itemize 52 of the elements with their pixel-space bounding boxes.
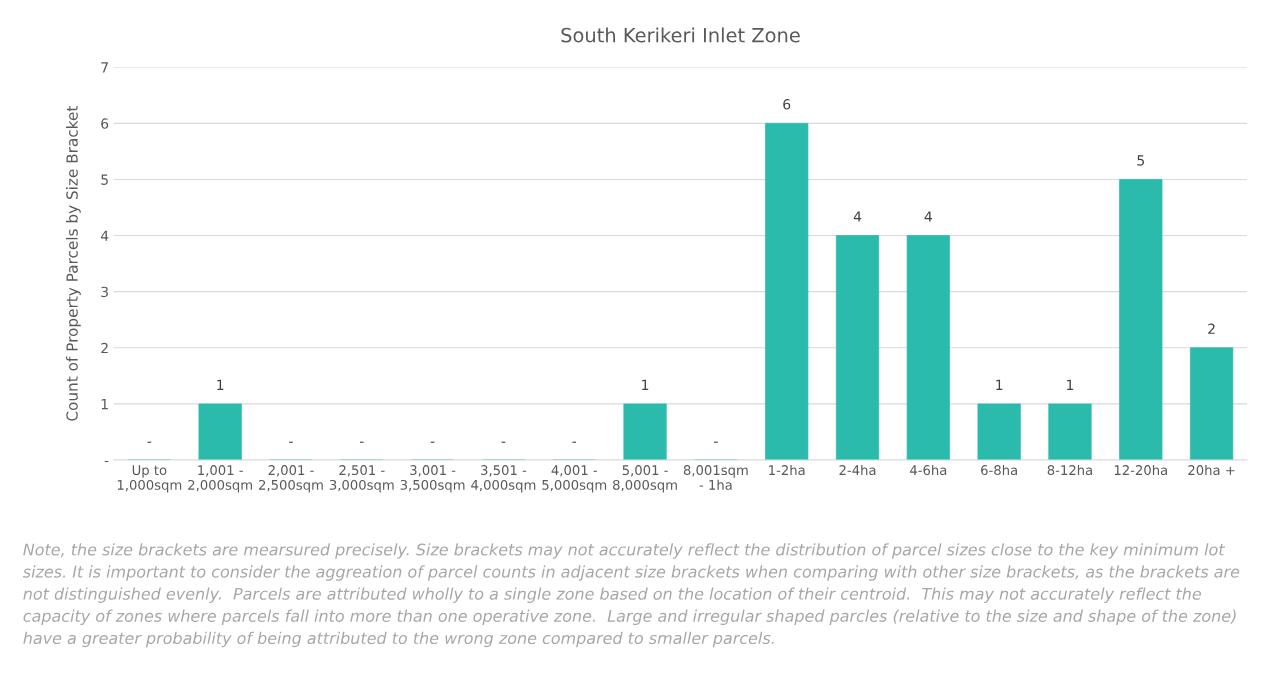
x-tick-label: 1,001 - 2,000sqm bbox=[188, 465, 252, 493]
y-tick-label: 1 bbox=[101, 399, 108, 410]
x-tick-label: 6-8ha bbox=[981, 464, 1017, 476]
data-label: 2 bbox=[1208, 323, 1215, 334]
x-tick-label: 1-2ha bbox=[769, 464, 805, 476]
data-label: 1 bbox=[996, 379, 1003, 390]
data-label: 1 bbox=[217, 379, 224, 390]
x-tick-label: 5,001 - 8,000sqm bbox=[613, 465, 677, 493]
text: Note, the size brackets are mearsured precisely. Size brackets may not accurately reflect the distribution of parcel sizes close to the key minimum lot sizes. It is important to consider the aggreation of parcel counts in adjacent size brackets when comparing with other size brackets, as the brackets are not distinguished evenly. Parcels are attributed wholly to a single zone based on the location of their centroid. This may not accurately reflect the capacity of zones where parcels fall into more than one operative zone. Large and irregular shaped parcles (relative to the size and shape of the zone) have a greater probability of being attributed to the wrong zone compared to smaller parcels. bbox=[22, 543, 1240, 648]
x-tick-label: 8,001sqm - 1ha bbox=[683, 465, 748, 490]
y-axis-title: Count of Property Parcels by Size Bracket bbox=[66, 105, 81, 421]
data-label: 6 bbox=[783, 99, 791, 110]
y-tick-label: 5 bbox=[101, 174, 108, 185]
x-tick-label: 4-6ha bbox=[909, 464, 947, 476]
data-label: - bbox=[147, 441, 152, 443]
bar bbox=[765, 122, 809, 461]
data-label: - bbox=[714, 441, 718, 443]
x-tick-label: 20ha + bbox=[1188, 464, 1235, 476]
data-label: - bbox=[572, 441, 577, 443]
data-label: 1 bbox=[642, 379, 649, 390]
x-tick-label: Up to 1,000sqm bbox=[117, 465, 182, 493]
bar bbox=[977, 403, 1021, 461]
y-tick-label: 2 bbox=[101, 342, 108, 354]
y-tick-label: 4 bbox=[100, 230, 109, 241]
data-label: 1 bbox=[1067, 379, 1074, 390]
y-tick-label: 6 bbox=[101, 118, 109, 129]
bar bbox=[1048, 403, 1092, 461]
x-tick-label: 3,001 - 3,500sqm bbox=[400, 465, 465, 493]
bar bbox=[1190, 347, 1234, 461]
y-tick-label: - bbox=[104, 460, 109, 463]
bar bbox=[198, 403, 242, 461]
x-tick-label: 4,001 - 5,000sqm bbox=[542, 465, 607, 493]
x-tick-label: 2,501 - 3,000sqm bbox=[329, 465, 394, 493]
data-label: - bbox=[359, 441, 364, 443]
bar bbox=[835, 235, 880, 461]
data-label: 4 bbox=[924, 211, 932, 222]
y-tick-label: 3 bbox=[101, 286, 108, 298]
data-label: - bbox=[501, 441, 506, 443]
x-tick-label: 3,501 - 4,000sqm bbox=[471, 465, 536, 493]
bar bbox=[623, 403, 667, 461]
bar bbox=[906, 235, 950, 461]
x-tick-label: 12-20ha bbox=[1114, 464, 1167, 476]
x-tick-label: 2-4ha bbox=[839, 464, 876, 476]
data-label: 5 bbox=[1137, 155, 1144, 166]
x-tick-label: 2,001 - 2,500sqm bbox=[259, 465, 323, 493]
data-label: 4 bbox=[853, 211, 862, 222]
y-tick-label: 7 bbox=[101, 62, 108, 73]
data-label: - bbox=[289, 441, 293, 443]
x-tick-label: 8-12ha bbox=[1047, 464, 1092, 476]
bar bbox=[1119, 179, 1163, 461]
chart-title: South Kerikeri Inlet Zone bbox=[561, 27, 800, 43]
data-label: - bbox=[430, 441, 435, 443]
